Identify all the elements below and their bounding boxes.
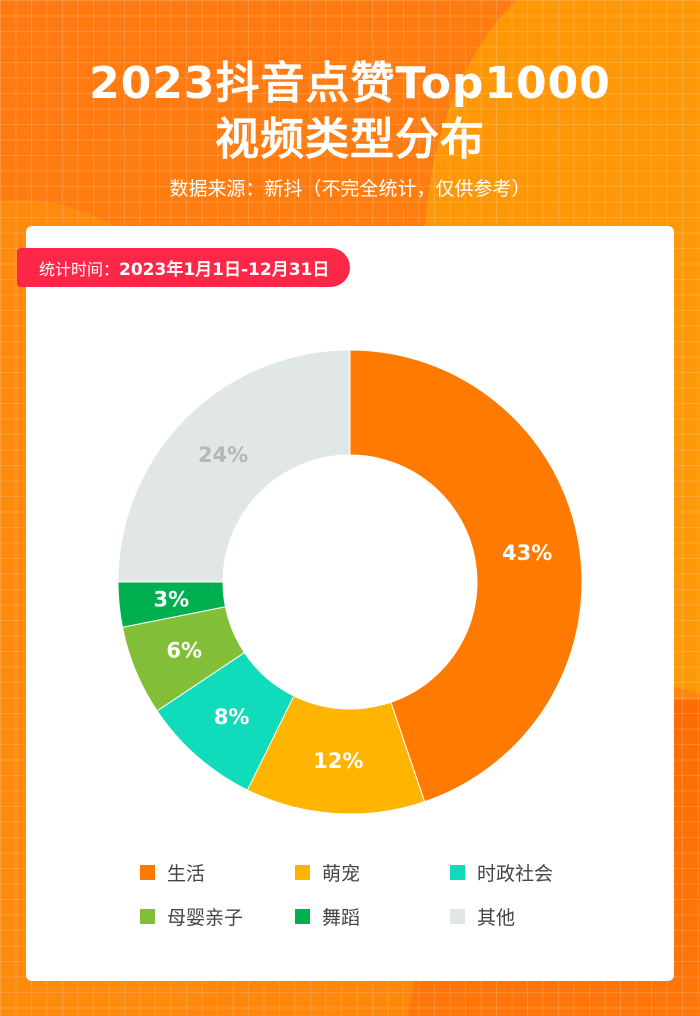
legend-item-current-affairs: 时政社会 xyxy=(450,860,600,885)
legend-label: 舞蹈 xyxy=(322,906,361,929)
donut-chart-svg: 43% 12% 8% 6% 3% 24% xyxy=(117,349,583,815)
legend-item-life: 生活 xyxy=(140,860,295,885)
donut-chart: 43% 12% 8% 6% 3% 24% xyxy=(110,342,590,822)
legend-swatch-icon xyxy=(140,864,155,880)
legend-swatch-icon xyxy=(295,864,310,880)
legend-swatch-icon xyxy=(295,908,310,924)
title-line-1: 2023抖音点赞Top1000 xyxy=(89,58,611,109)
segment-value-label: 12% xyxy=(313,749,363,773)
segment-value-label: 6% xyxy=(166,639,202,663)
legend-label: 母婴亲子 xyxy=(167,906,244,929)
segment-value-label: 8% xyxy=(214,705,250,729)
donut-segment xyxy=(117,349,351,583)
legend-swatch-icon xyxy=(140,908,155,924)
legend-swatch-icon xyxy=(450,864,465,880)
period-value: 2023年1月1日-12月31日 xyxy=(119,260,330,280)
legend-label: 其他 xyxy=(477,906,516,929)
legend-item-other: 其他 xyxy=(450,904,600,929)
period-badge: 统计时间： 2023年1月1日-12月31日 xyxy=(17,248,350,287)
data-source-subtitle: 数据来源：新抖（不完全统计，仅供参考） xyxy=(169,178,531,200)
donut-segment xyxy=(349,349,583,803)
legend-swatch-icon xyxy=(450,908,465,924)
segment-value-label: 43% xyxy=(502,541,552,565)
legend-item-pets: 萌宠 xyxy=(295,860,450,885)
chart-legend: 生活 萌宠 时政社会 母婴亲子 舞蹈 其他 xyxy=(140,860,600,929)
segment-value-label: 24% xyxy=(198,443,248,467)
legend-item-parenting: 母婴亲子 xyxy=(140,904,295,929)
segment-value-label: 3% xyxy=(154,588,190,612)
legend-item-dance: 舞蹈 xyxy=(295,904,450,929)
title-line-2: 视频类型分布 xyxy=(215,114,485,165)
period-label: 统计时间： xyxy=(39,259,120,279)
legend-label: 生活 xyxy=(167,862,206,885)
page-title: 2023抖音点赞Top1000 视频类型分布 xyxy=(0,56,700,168)
legend-label: 萌宠 xyxy=(322,862,361,885)
legend-label: 时政社会 xyxy=(477,862,554,885)
